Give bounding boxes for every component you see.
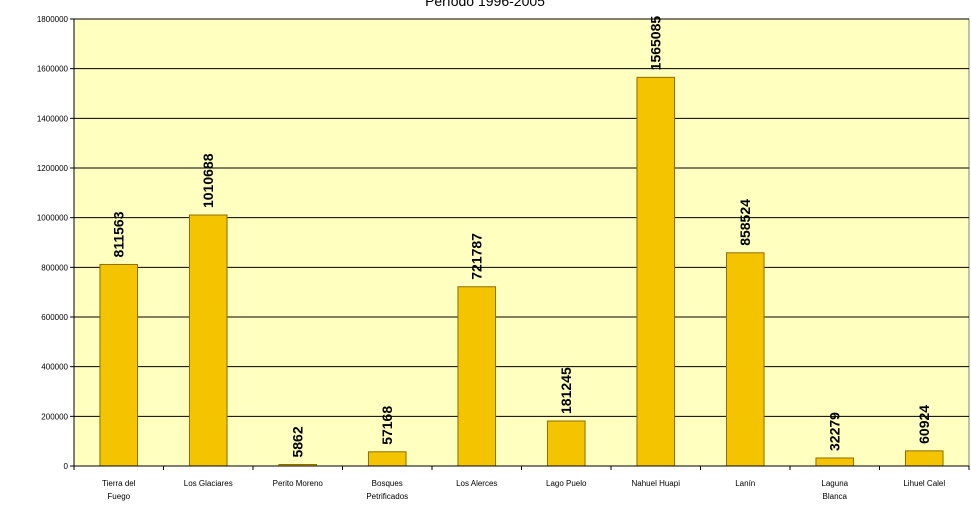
x-tick-label: Los Alerces xyxy=(456,479,497,488)
y-tick-label: 1600000 xyxy=(37,65,69,74)
x-tick-label: Tierra del Fuego xyxy=(102,479,136,501)
bar xyxy=(457,286,497,467)
x-tick-label: Lanín xyxy=(735,479,755,488)
x-tick-label: Bosques Petrificados xyxy=(366,479,408,501)
data-label: 5862 xyxy=(290,426,306,457)
y-axis: 0 200000 400000 600000 800000 1000000 1200000 1… xyxy=(37,15,74,471)
bar xyxy=(367,451,407,467)
bar xyxy=(725,252,765,467)
data-labels: 811563 1010688 5862 57168 721787 181245 156508… xyxy=(111,16,933,458)
bar xyxy=(904,450,944,467)
bars xyxy=(99,76,944,467)
x-tick-label: Nahuel Huapi xyxy=(632,479,681,488)
data-label: 32279 xyxy=(827,412,843,451)
bar xyxy=(636,76,676,467)
chart-title: Período 1996-2005 xyxy=(425,0,545,9)
bar xyxy=(815,457,855,467)
x-tick-label: Los Glaciares xyxy=(184,479,233,488)
x-tick-label: Laguna Blanca xyxy=(821,479,848,501)
y-tick-label: 1800000 xyxy=(37,15,69,24)
data-label: 1565085 xyxy=(648,16,664,71)
y-tick-label: 1200000 xyxy=(37,164,69,173)
x-tick-label: Lago Puelo xyxy=(546,479,587,488)
data-label: 57168 xyxy=(379,406,395,445)
y-tick-label: 1000000 xyxy=(37,214,69,223)
x-axis: Tierra del Fuego Los Glaciares Perito Moren… xyxy=(73,466,970,501)
data-label: 60924 xyxy=(916,405,932,444)
y-tick-label: 1400000 xyxy=(37,114,69,123)
bar xyxy=(99,263,139,467)
x-tick-label: Lihuel Calel xyxy=(903,479,945,488)
y-tick-label: 400000 xyxy=(41,363,68,372)
data-label: 721787 xyxy=(469,233,485,280)
data-label: 1010688 xyxy=(200,153,216,208)
x-tick-label: Perito Moreno xyxy=(273,479,324,488)
bar xyxy=(546,420,586,467)
data-label: 181245 xyxy=(558,367,574,414)
y-tick-label: 200000 xyxy=(41,412,68,421)
y-tick-label: 600000 xyxy=(41,313,68,322)
bar xyxy=(188,214,228,467)
data-label: 858524 xyxy=(737,199,753,246)
data-label: 811563 xyxy=(111,211,127,257)
y-tick-label: 0 xyxy=(64,462,69,471)
y-tick-label: 800000 xyxy=(41,263,68,272)
